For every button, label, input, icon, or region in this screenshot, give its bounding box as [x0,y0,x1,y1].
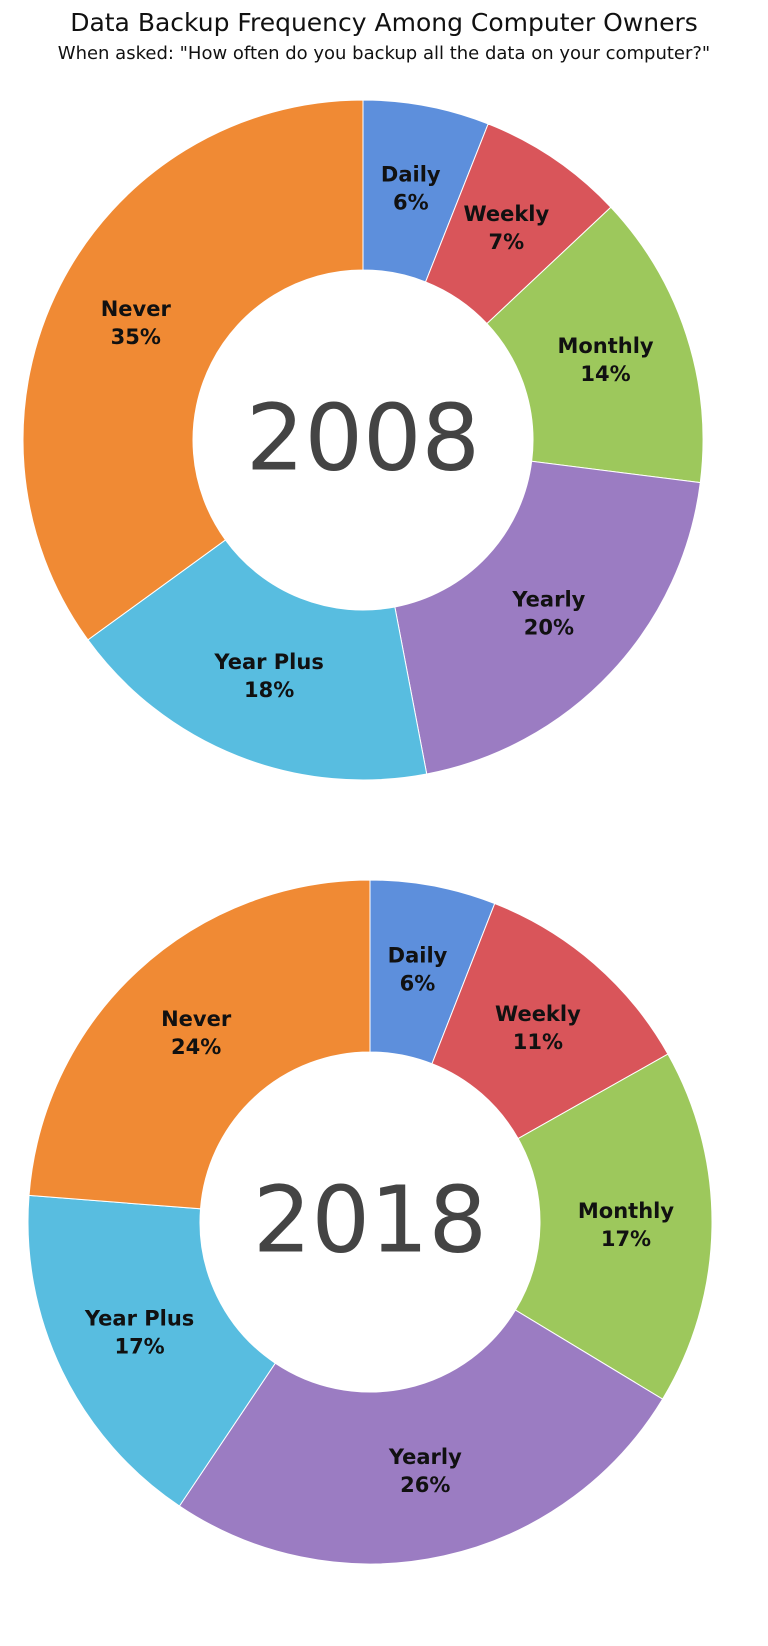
chart-title: Data Backup Frequency Among Computer Own… [70,8,698,37]
donut-segment [27,1194,276,1507]
donut-segment [87,539,428,781]
segment-label: Never [161,1007,232,1031]
donut-segment [514,1053,713,1400]
segment-value-label: 26% [400,1473,450,1497]
segment-label: Year Plus [213,650,323,674]
donut-segment [178,1309,664,1565]
segment-label: Year Plus [84,1307,194,1331]
segment-label: Daily [388,943,448,967]
segment-label: Never [101,297,172,321]
donut-segment [431,902,669,1140]
center-label: 2008 [246,384,480,491]
segment-value-label: 6% [400,971,436,995]
segment-label: Weekly [463,202,549,226]
segment-label: Yearly [388,1445,462,1469]
segment-value-label: 20% [524,616,574,640]
segment-value-label: 17% [114,1335,164,1359]
segment-value-label: 18% [244,678,294,702]
segment-value-label: 7% [489,230,525,254]
segment-label: Daily [381,163,441,187]
segment-value-label: 35% [111,325,161,349]
chart-subtitle: When asked: "How often do you backup all… [58,43,710,64]
segment-label: Weekly [495,1002,581,1026]
segment-value-label: 14% [580,362,630,386]
segment-label: Yearly [511,588,585,612]
center-label: 2018 [253,1166,487,1273]
donut-segment [28,879,371,1210]
segment-label: Monthly [557,334,653,358]
donut-segment [486,206,704,484]
segment-label: Monthly [578,1199,674,1223]
segment-value-label: 11% [513,1030,563,1054]
segment-value-label: 17% [601,1227,651,1251]
donut-segment [394,460,701,775]
donut-segment [22,99,364,641]
segment-value-label: 24% [171,1035,221,1059]
segment-value-label: 6% [393,191,429,215]
